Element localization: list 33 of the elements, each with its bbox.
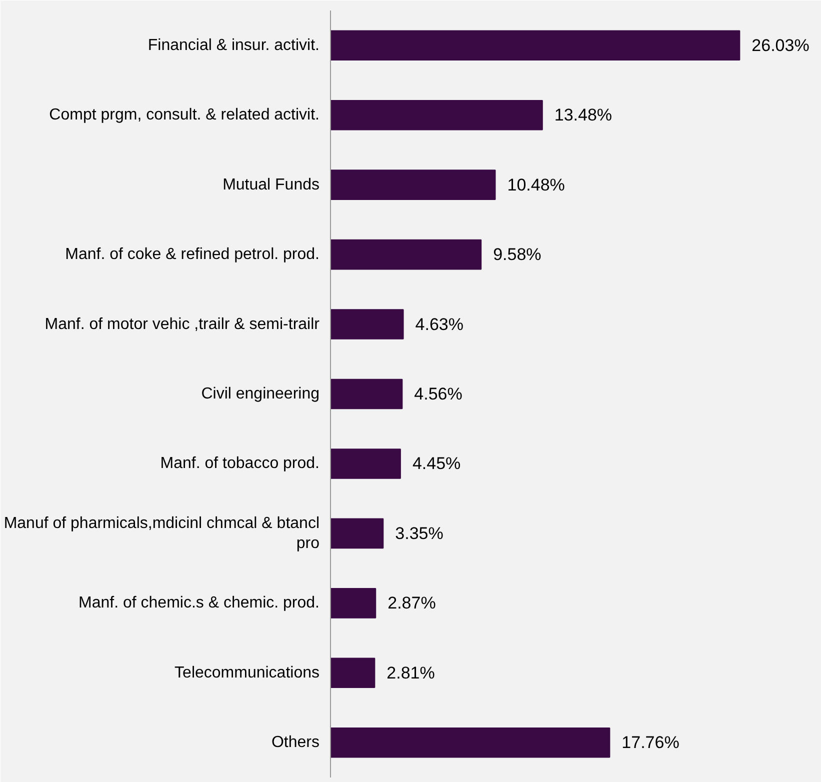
bar [330, 100, 543, 130]
bar [330, 518, 384, 549]
bar [330, 658, 376, 688]
y-tick-label: Others [271, 734, 320, 752]
data-label: 2.87% [388, 594, 436, 613]
bar [330, 309, 404, 340]
data-label: 4.56% [414, 384, 462, 404]
bar [330, 727, 610, 758]
bar [330, 239, 482, 270]
bar [330, 448, 401, 479]
y-tick-label: Compt prgm, consult. & related activit. [49, 106, 320, 124]
data-label: 26.03% [752, 36, 810, 55]
y-tick-label: Civil engineering [201, 386, 320, 402]
y-tick-label: Telecommunications [174, 664, 320, 682]
y-tick-label: Manf. of coke & refined petrol. prod. [65, 246, 320, 264]
bar [330, 30, 740, 61]
data-label: 13.48% [554, 106, 612, 125]
y-tick-label: Manuf of pharmicals,mdicinl chmcal & btancl pro [4, 514, 320, 552]
data-label: 9.58% [493, 245, 542, 264]
bar [330, 378, 403, 410]
y-tick-label: Financial & insur. activit. [148, 36, 320, 54]
y-tick-label: Mutual Funds [222, 176, 320, 194]
data-label: 2.81% [386, 663, 435, 682]
data-label: 3.35% [395, 524, 444, 543]
bar [330, 170, 496, 200]
data-label: 4.63% [415, 314, 464, 334]
y-tick-label: Manf. of chemic.s & chemic. prod. [78, 594, 320, 612]
data-label: 4.45% [412, 454, 461, 474]
y-tick-label: Manf. of motor vehic ,trailr & semi-trailr [44, 316, 320, 333]
bar [330, 588, 376, 618]
data-label: 10.48% [507, 175, 565, 194]
y-tick-label: Manf. of tobacco prod. [160, 455, 320, 472]
data-label: 17.76% [622, 733, 680, 752]
